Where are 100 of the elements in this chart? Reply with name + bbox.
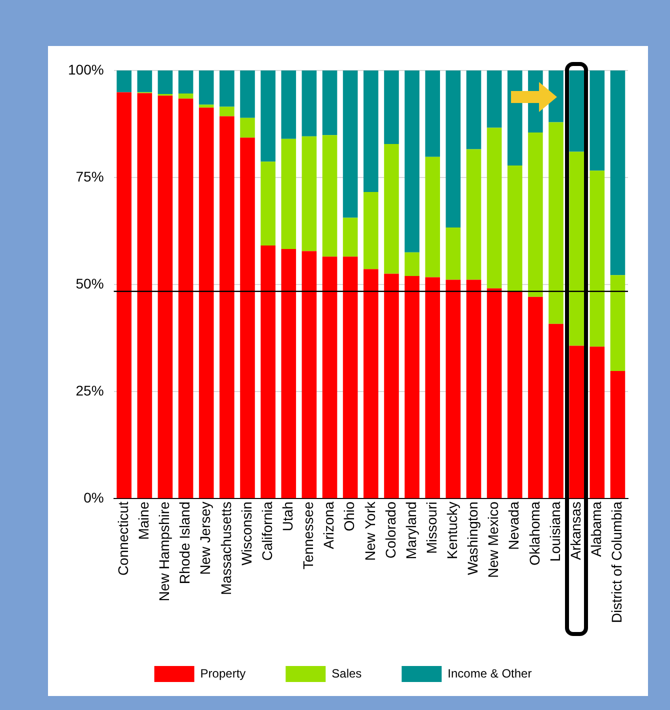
bar (220, 106, 234, 116)
y-tick-label: 50% (76, 275, 104, 292)
x-tick-label: Oklahoma (526, 501, 542, 566)
bar (384, 274, 399, 498)
bar (384, 144, 399, 274)
legend-label: Sales (332, 666, 362, 680)
bar (137, 93, 152, 498)
legend-label: Property (200, 666, 246, 680)
bar (240, 70, 255, 118)
bar (116, 92, 132, 498)
bar (569, 346, 584, 498)
y-tick-label: 25% (76, 382, 104, 398)
x-tick-label: Utah (279, 502, 296, 532)
bar (302, 136, 317, 252)
x-tick-label: Maryland (402, 502, 419, 560)
bar (302, 251, 317, 498)
bar (281, 70, 296, 139)
bar (240, 118, 255, 138)
bar (404, 70, 420, 252)
bar (260, 246, 276, 498)
x-tick-label: Arkansas (567, 502, 584, 560)
bar (486, 70, 502, 128)
x-tick-label: Arizona (320, 501, 337, 550)
x-tick-label: New Mexico (485, 501, 502, 578)
bar (260, 162, 276, 246)
bar (158, 96, 173, 498)
x-tick-label: Maine (136, 501, 152, 540)
bar (466, 70, 482, 150)
bar (590, 170, 605, 347)
x-tick-label: Tennessee (300, 501, 316, 570)
bar (198, 104, 214, 108)
y-tick-label: 0% (84, 489, 104, 506)
bar (548, 122, 564, 324)
bar (116, 70, 132, 92)
x-tick-label: Colorado (382, 501, 398, 558)
bar (446, 228, 461, 280)
bar (342, 218, 358, 257)
bar (486, 128, 502, 288)
bar (404, 252, 420, 276)
x-tick-label: Missouri (423, 502, 440, 554)
bar (178, 98, 194, 498)
x-tick-label: Nevada (506, 501, 522, 550)
x-tick-label: New Hampshire (156, 501, 172, 602)
bar (364, 192, 378, 270)
bar (528, 132, 543, 297)
bar (569, 70, 584, 152)
x-tick-label: California (258, 501, 275, 561)
bar (610, 371, 626, 498)
bar (507, 165, 522, 292)
bar (158, 70, 173, 94)
bar (404, 276, 420, 498)
bar (610, 70, 626, 276)
bar (425, 277, 440, 498)
bar (590, 346, 605, 498)
bar (240, 138, 255, 498)
bar (260, 70, 276, 162)
bar (342, 70, 358, 218)
bar (590, 70, 605, 171)
bar (198, 70, 214, 105)
bar (302, 70, 317, 136)
bar (425, 156, 440, 278)
x-tick-label: New Jersey (197, 502, 214, 575)
x-tick-label: Kentucky (444, 502, 460, 560)
bar (220, 116, 234, 498)
y-tick-label: 75% (76, 168, 104, 184)
bar (281, 138, 296, 249)
bar (446, 70, 461, 228)
x-tick-label: Louisiana (546, 501, 563, 562)
bar (548, 324, 564, 498)
bar (178, 70, 194, 94)
bar (466, 149, 482, 280)
bar (178, 94, 194, 99)
bar (137, 70, 152, 92)
x-tick-label: Wisconsin (238, 502, 254, 566)
x-tick-label: Massachusetts (218, 502, 234, 596)
bar (425, 70, 440, 157)
bar (198, 108, 214, 498)
bar (384, 70, 399, 144)
bar (569, 152, 584, 346)
y-tick-label: 100% (68, 61, 104, 78)
bar (281, 248, 296, 498)
bar (446, 280, 461, 498)
bar (364, 269, 378, 498)
bar (322, 256, 338, 498)
bar (364, 70, 378, 192)
bar (528, 296, 543, 498)
bar (466, 280, 482, 498)
bar (220, 70, 234, 107)
x-tick-label: Washington (464, 502, 481, 576)
bar (342, 256, 358, 498)
bar (322, 70, 338, 136)
legend-label: Income & Other (448, 666, 532, 680)
bar (486, 288, 502, 498)
x-tick-label: Rhode Island (176, 502, 193, 584)
x-tick-label: Ohio (341, 501, 358, 532)
x-tick-label: Alabama (588, 501, 604, 557)
bar (322, 135, 338, 257)
x-tick-label: New York (362, 500, 378, 561)
bar (507, 291, 522, 498)
x-tick-label: District of Columbia (608, 501, 625, 624)
